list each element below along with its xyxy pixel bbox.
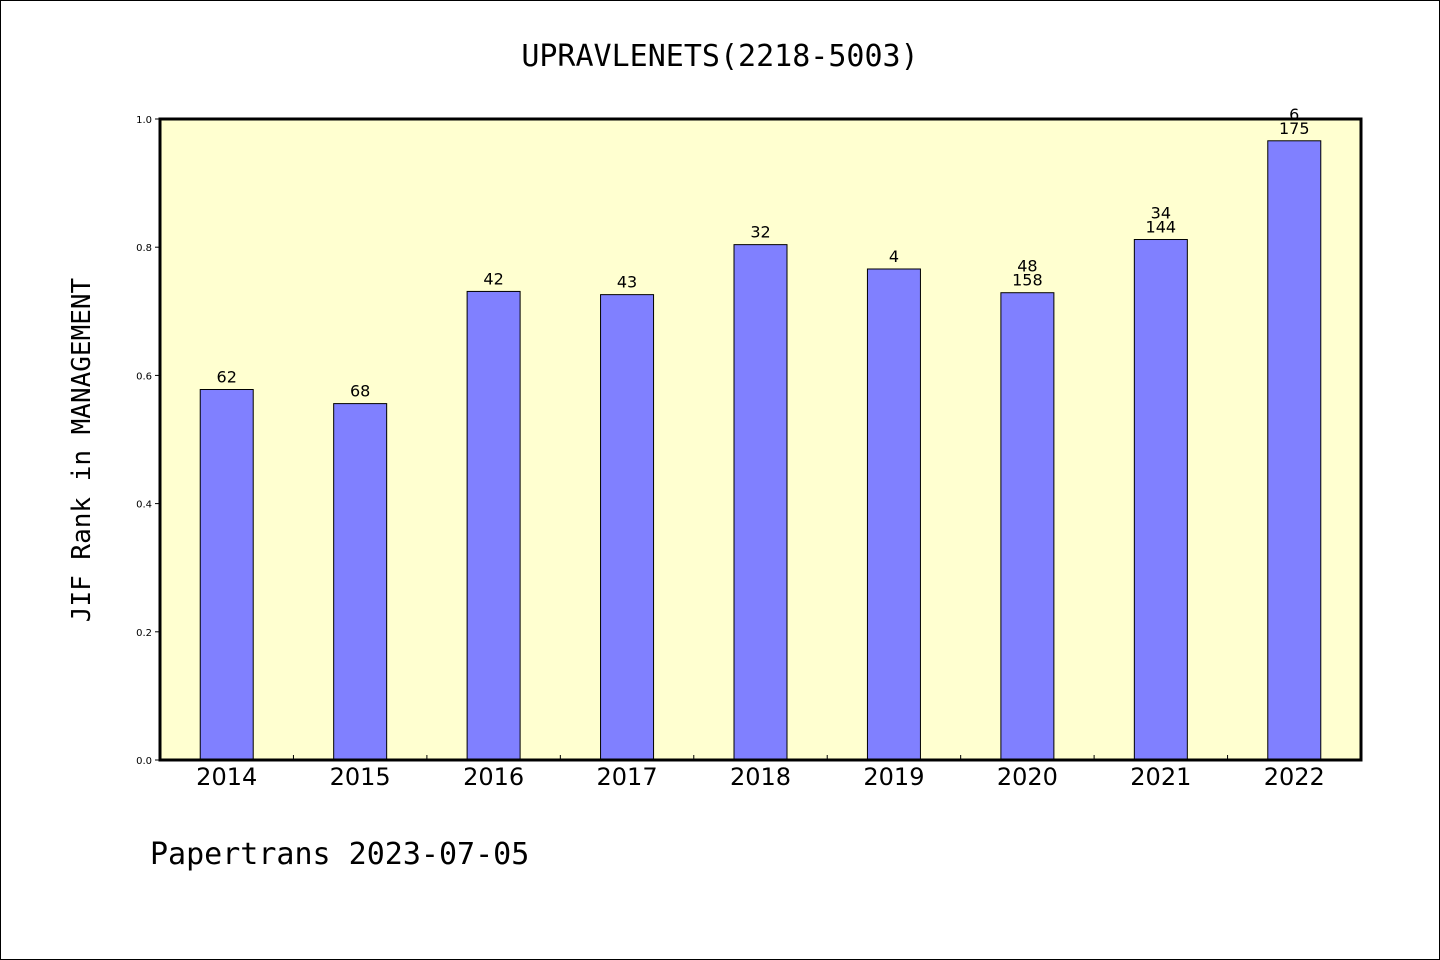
bar-2022 bbox=[1267, 140, 1322, 761]
x-tick-label-2021: 2021 bbox=[1130, 763, 1191, 791]
y-axis-label: JIF Rank in MANAGEMENT bbox=[67, 277, 97, 622]
y-tick-label-0.6: 0.6 bbox=[136, 371, 152, 382]
x-tick-label-2016: 2016 bbox=[463, 763, 524, 791]
x-tick-label-2019: 2019 bbox=[863, 763, 924, 791]
bar-label-2017-1: 43 bbox=[617, 273, 637, 292]
bar-2018 bbox=[733, 244, 788, 761]
bar-2015 bbox=[333, 403, 388, 761]
bar-2014 bbox=[199, 389, 254, 761]
bar-2020 bbox=[1000, 292, 1055, 761]
bar-label-2014-1: 62 bbox=[217, 368, 237, 387]
y-tick-label-0.2: 0.2 bbox=[136, 628, 152, 639]
bar-label-2021-2: 144 bbox=[1146, 218, 1177, 237]
x-tick-label-2022: 2022 bbox=[1264, 763, 1325, 791]
bar-label-2022-2: 175 bbox=[1279, 119, 1310, 138]
y-tick-label-1.0: 1.0 bbox=[136, 115, 152, 126]
bar-label-2018-1: 32 bbox=[750, 223, 770, 242]
x-tick-label-2020: 2020 bbox=[997, 763, 1058, 791]
x-tick-label-2017: 2017 bbox=[597, 763, 658, 791]
bar-label-2019-1: 4 bbox=[889, 247, 899, 266]
bar-label-2020-1: 48 bbox=[1017, 257, 1037, 276]
x-tick-label-2015: 2015 bbox=[330, 763, 391, 791]
plot-border bbox=[158, 117, 1363, 762]
bar-2021 bbox=[1133, 239, 1188, 761]
x-tick-label-2018: 2018 bbox=[730, 763, 791, 791]
bar-label-2015-1: 68 bbox=[350, 382, 370, 401]
x-tick-label-2014: 2014 bbox=[196, 763, 257, 791]
bar-2016 bbox=[466, 290, 521, 761]
y-tick-label-0.8: 0.8 bbox=[136, 243, 152, 254]
footer-text: Papertrans 2023-07-05 bbox=[150, 837, 529, 872]
bar-label-2016-1: 42 bbox=[483, 269, 503, 288]
bar-label-2020-2: 158 bbox=[1012, 271, 1043, 290]
bar-2017 bbox=[600, 294, 655, 761]
bar-label-2021-1: 34 bbox=[1151, 204, 1171, 223]
bar-label-2022-1: 6 bbox=[1289, 105, 1299, 124]
y-tick-label-0.0: 0.0 bbox=[136, 756, 152, 767]
y-tick-label-0.4: 0.4 bbox=[136, 500, 152, 511]
bar-2019 bbox=[866, 268, 921, 761]
chart-title: UPRAVLENETS(2218-5003) bbox=[521, 39, 918, 74]
